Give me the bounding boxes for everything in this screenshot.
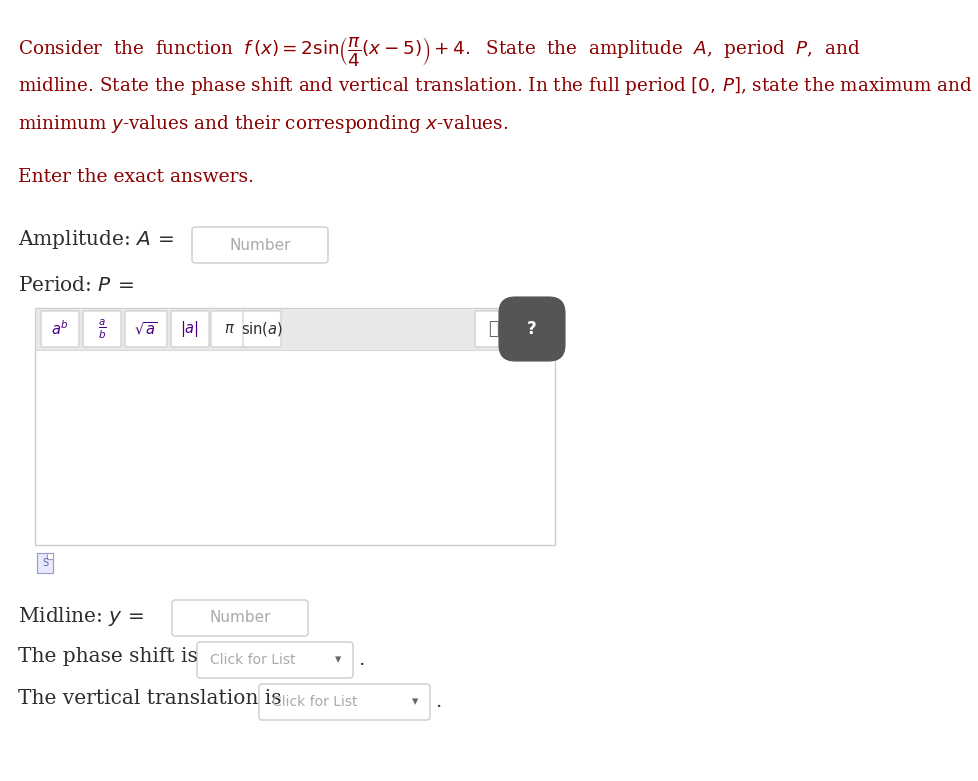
Text: minimum $y$-values and their corresponding $x$-values.: minimum $y$-values and their correspondi… <box>18 113 508 135</box>
Text: Number: Number <box>209 611 271 626</box>
FancyBboxPatch shape <box>197 642 353 678</box>
Text: Consider  the  function  $f\,(x) = 2\sin\!\left(\dfrac{\pi}{4}(x-5)\right) + 4.$: Consider the function $f\,(x) = 2\sin\!\… <box>18 35 860 68</box>
Text: Enter the exact answers.: Enter the exact answers. <box>18 168 253 186</box>
FancyBboxPatch shape <box>171 311 208 347</box>
Text: S: S <box>42 558 48 568</box>
Text: Click for List: Click for List <box>272 695 357 709</box>
Bar <box>47 553 53 559</box>
Text: Number: Number <box>229 237 290 252</box>
FancyBboxPatch shape <box>83 311 121 347</box>
Text: $a^b$: $a^b$ <box>51 319 68 338</box>
Text: The phase shift is: The phase shift is <box>18 647 198 666</box>
Text: ▾: ▾ <box>334 654 340 666</box>
Bar <box>35 308 555 545</box>
Text: $\pi$: $\pi$ <box>224 322 236 336</box>
Text: Click for List: Click for List <box>210 653 295 667</box>
Text: Amplitude: $A\, =$: Amplitude: $A\, =$ <box>18 228 174 251</box>
FancyBboxPatch shape <box>125 311 167 347</box>
Text: Period: $P\, =$: Period: $P\, =$ <box>18 276 134 295</box>
Text: ?: ? <box>526 320 536 338</box>
FancyBboxPatch shape <box>243 311 281 347</box>
Bar <box>37 553 53 573</box>
FancyBboxPatch shape <box>172 600 308 636</box>
Text: .: . <box>358 651 364 669</box>
Text: 🗑: 🗑 <box>488 320 499 338</box>
Text: $|a|$: $|a|$ <box>180 319 200 339</box>
FancyBboxPatch shape <box>211 311 248 347</box>
Text: Midline: $y\, =$: Midline: $y\, =$ <box>18 605 145 628</box>
FancyBboxPatch shape <box>474 311 512 347</box>
Text: ▾: ▾ <box>412 696 418 708</box>
FancyBboxPatch shape <box>192 227 328 263</box>
Text: $\sqrt{a}$: $\sqrt{a}$ <box>134 320 157 337</box>
FancyBboxPatch shape <box>499 297 564 361</box>
Text: .: . <box>434 693 441 711</box>
Bar <box>35 308 555 350</box>
FancyBboxPatch shape <box>41 311 79 347</box>
FancyBboxPatch shape <box>259 684 429 720</box>
Text: $\frac{a}{b}$: $\frac{a}{b}$ <box>98 317 107 341</box>
Text: midline. State the phase shift and vertical translation. In the full period $[0,: midline. State the phase shift and verti… <box>18 75 972 97</box>
Text: The vertical translation is: The vertical translation is <box>18 689 282 708</box>
Text: $\sin(a)$: $\sin(a)$ <box>241 320 283 338</box>
